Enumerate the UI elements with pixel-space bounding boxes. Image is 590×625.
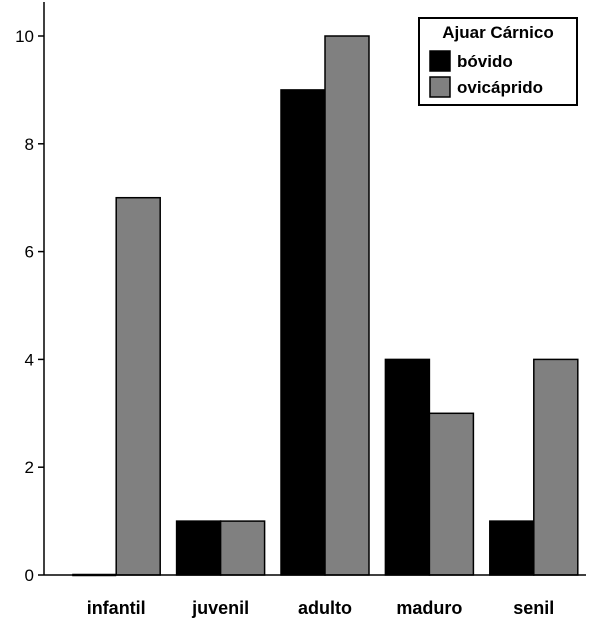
legend-label-bóvido: bóvido [457,52,513,71]
y-tick-label: 2 [25,458,34,477]
bar-ovicáprido-maduro [428,412,475,576]
bar-bóvido-juvenil [175,520,222,576]
y-tick-label: 6 [25,243,34,262]
x-tick-label: maduro [396,598,462,618]
bar-ovicáprido-adulto [324,35,370,576]
x-tick-label: adulto [298,598,352,618]
legend: Ajuar Cárnico bóvido ovicáprido [418,17,578,106]
y-tick-label: 8 [25,135,34,154]
x-tick-label: senil [513,598,554,618]
bar-ovicáprido-juvenil [219,520,266,576]
bar-ovicáprido-infantil [115,196,161,576]
y-tick-label: 4 [25,350,34,369]
y-tick-label: 0 [25,566,34,585]
legend-title: Ajuar Cárnico [442,23,553,42]
y-axis: 0 2 4 6 8 10 [15,2,45,585]
bar-bóvido-adulto [280,89,326,576]
bars [72,35,579,577]
bar-ovicáprido-senil [533,358,579,576]
legend-swatch-ovicáprido [429,76,451,98]
y-tick-label: 10 [15,27,34,46]
legend-label-ovicáprido: ovicáprido [457,78,543,97]
x-axis: infantil juvenil adulto maduro senil [44,574,586,618]
x-tick-label: juvenil [191,598,249,618]
legend-swatch-bóvido [429,50,451,72]
x-tick-label: infantil [87,598,146,618]
bar-bóvido-maduro [384,358,431,576]
bar-bóvido-senil [489,520,535,576]
